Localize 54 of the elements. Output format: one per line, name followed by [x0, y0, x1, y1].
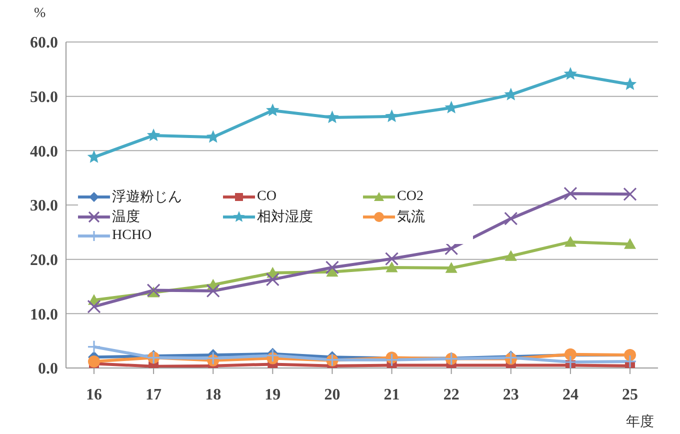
point [146, 284, 160, 298]
legend-label: 気流 [397, 208, 425, 226]
legend-label: 浮遊粉じん [112, 188, 182, 206]
y-tick-label: 0.0 [38, 360, 58, 378]
x-tick-label: 16 [86, 386, 102, 404]
legend-label: CO2 [397, 189, 424, 205]
point [564, 236, 576, 247]
legend-label: 相対湿度 [257, 208, 313, 226]
point [624, 238, 636, 249]
x-tick-label: 17 [146, 386, 162, 404]
x-tick-label: 18 [205, 386, 222, 404]
y-tick-label: 20.0 [30, 252, 58, 270]
point [206, 130, 220, 143]
point [326, 110, 339, 124]
point [564, 355, 578, 368]
point [88, 355, 100, 368]
point [623, 187, 637, 201]
point [87, 340, 101, 354]
x-tick-label: 20 [324, 386, 340, 404]
y-axis-title: % [34, 6, 46, 22]
point [266, 348, 280, 362]
point [87, 300, 101, 314]
x-tick-label: 23 [502, 386, 519, 404]
point [384, 353, 399, 367]
point [325, 260, 340, 274]
y-tick-label: 40.0 [30, 143, 58, 160]
point [623, 354, 637, 368]
point [206, 284, 220, 298]
x-tick-label: 25 [622, 386, 638, 404]
x-tick-label: 24 [562, 386, 578, 404]
point [445, 262, 458, 273]
point [206, 351, 220, 366]
y-tick-label: 30.0 [30, 198, 58, 215]
point [385, 109, 398, 122]
y-tick-label: 50.0 [30, 89, 58, 106]
point [564, 186, 578, 200]
point [386, 261, 398, 272]
x-axis-title: 年度 [626, 414, 654, 430]
y-tick-label: 10.0 [30, 306, 58, 324]
x-tick-label: 21 [384, 386, 400, 404]
point [504, 212, 518, 226]
legend-label: HCHO [112, 228, 152, 244]
point [504, 250, 517, 261]
point [266, 272, 280, 286]
y-tick-label: 60.0 [30, 34, 58, 52]
x-tick-label: 19 [264, 386, 281, 404]
point [266, 103, 280, 116]
point [384, 252, 399, 266]
legend-label: CO [257, 189, 276, 205]
point [564, 67, 578, 80]
point [146, 128, 160, 142]
legend-label: 温度 [112, 208, 140, 226]
point [444, 100, 458, 114]
x-tick-label: 22 [443, 386, 460, 404]
